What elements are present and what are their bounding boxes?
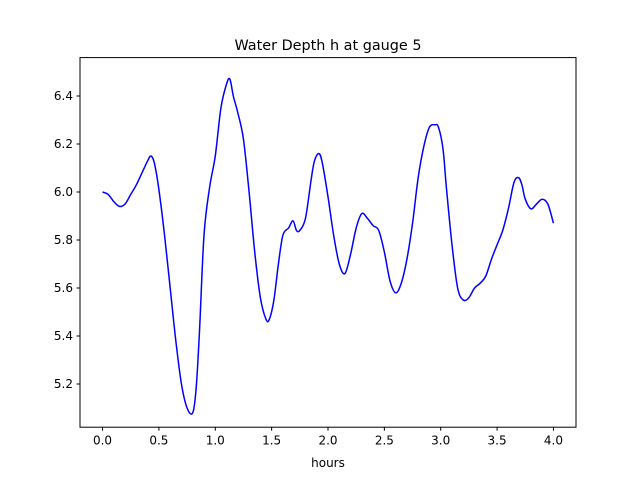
y-tick-label: 5.2	[54, 377, 73, 391]
y-tick-label: 6.2	[54, 137, 73, 151]
x-tick-label: 4.0	[544, 434, 563, 448]
y-tick-label: 5.8	[54, 233, 73, 247]
x-tick-label: 3.0	[431, 434, 450, 448]
chart-title: Water Depth h at gauge 5	[234, 38, 421, 54]
x-axis-label: hours	[311, 456, 345, 470]
x-tick-label: 0.0	[93, 434, 112, 448]
y-tick-label: 6.0	[54, 185, 73, 199]
series-line-0	[102, 77, 555, 415]
x-tick-label: 1.5	[262, 434, 281, 448]
x-tick-label: 3.5	[488, 434, 507, 448]
x-tick-label: 1.0	[206, 434, 225, 448]
y-tick-label: 6.4	[54, 89, 73, 103]
plot-area	[102, 77, 555, 415]
x-tick-label: 0.5	[149, 434, 168, 448]
y-tick-label: 5.4	[54, 329, 73, 343]
x-tick-label: 2.0	[318, 434, 337, 448]
y-tick-label: 5.6	[54, 281, 73, 295]
x-tick-label: 2.5	[375, 434, 394, 448]
x-axis: 0.0 0.5 1.0 1.5 2.0 2.5 3.0 3.5 4.0	[93, 427, 563, 448]
y-axis: 5.2 5.4 5.6 5.8 6.0 6.2 6.4	[54, 89, 80, 391]
